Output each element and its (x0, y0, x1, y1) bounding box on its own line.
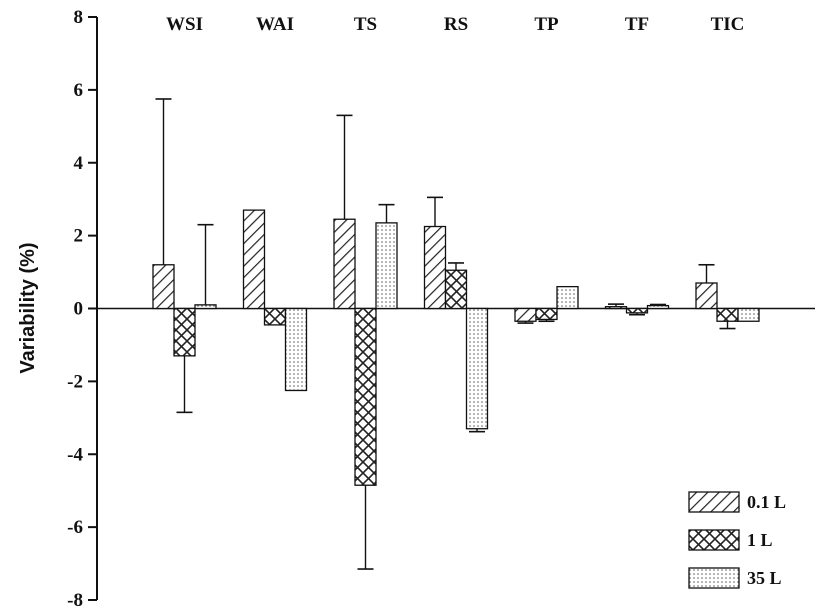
category-label: RS (444, 14, 468, 35)
category-label: WSI (166, 14, 203, 35)
category-label: TS (354, 14, 377, 35)
legend-label: 35 L (747, 568, 782, 588)
legend-swatch (688, 491, 740, 513)
bar (284, 307, 308, 392)
legend-label: 0.1 L (747, 492, 786, 512)
bar (173, 307, 196, 357)
bar (646, 304, 670, 310)
y-tick-label: -4 (67, 444, 83, 465)
y-tick-label: 0 (74, 299, 84, 320)
y-tick-label: -6 (67, 517, 83, 538)
legend-swatch (688, 567, 740, 589)
bar (465, 307, 489, 430)
bar (375, 222, 398, 310)
bar (242, 209, 266, 310)
y-tick-label: 2 (74, 226, 84, 247)
bar (604, 306, 628, 310)
legend-swatch (688, 529, 740, 551)
bar (556, 285, 579, 310)
bars (152, 98, 760, 570)
bar (535, 307, 558, 321)
y-tick-label: 6 (74, 80, 84, 101)
bar (333, 218, 356, 310)
y-tick-label: -2 (67, 371, 83, 392)
y-tick-label: 4 (74, 153, 84, 174)
category-label: WAI (256, 14, 294, 35)
y-tick-label: -8 (67, 590, 83, 611)
bar (625, 307, 649, 314)
bar (194, 304, 217, 310)
bar (444, 269, 468, 310)
bar (354, 307, 377, 486)
category-label: TP (534, 14, 559, 35)
bar (152, 264, 175, 310)
bar (514, 307, 537, 322)
legend-label: 1 L (747, 530, 773, 550)
bar (737, 307, 760, 322)
bar (716, 307, 739, 322)
bar (695, 282, 718, 310)
category-label: TF (625, 14, 649, 35)
bar (263, 307, 287, 326)
axes: 8 6 4 2 0 -2 -4 -6 -8 WSI WAI TS RS TP TF TIC (67, 7, 815, 611)
category-label: TIC (711, 14, 745, 35)
bar (423, 225, 447, 310)
legend: 0.1 L 1 L 35 L (688, 491, 786, 589)
y-axis-label: Variability (%) (17, 242, 39, 373)
y-tick-label: 8 (74, 7, 84, 28)
